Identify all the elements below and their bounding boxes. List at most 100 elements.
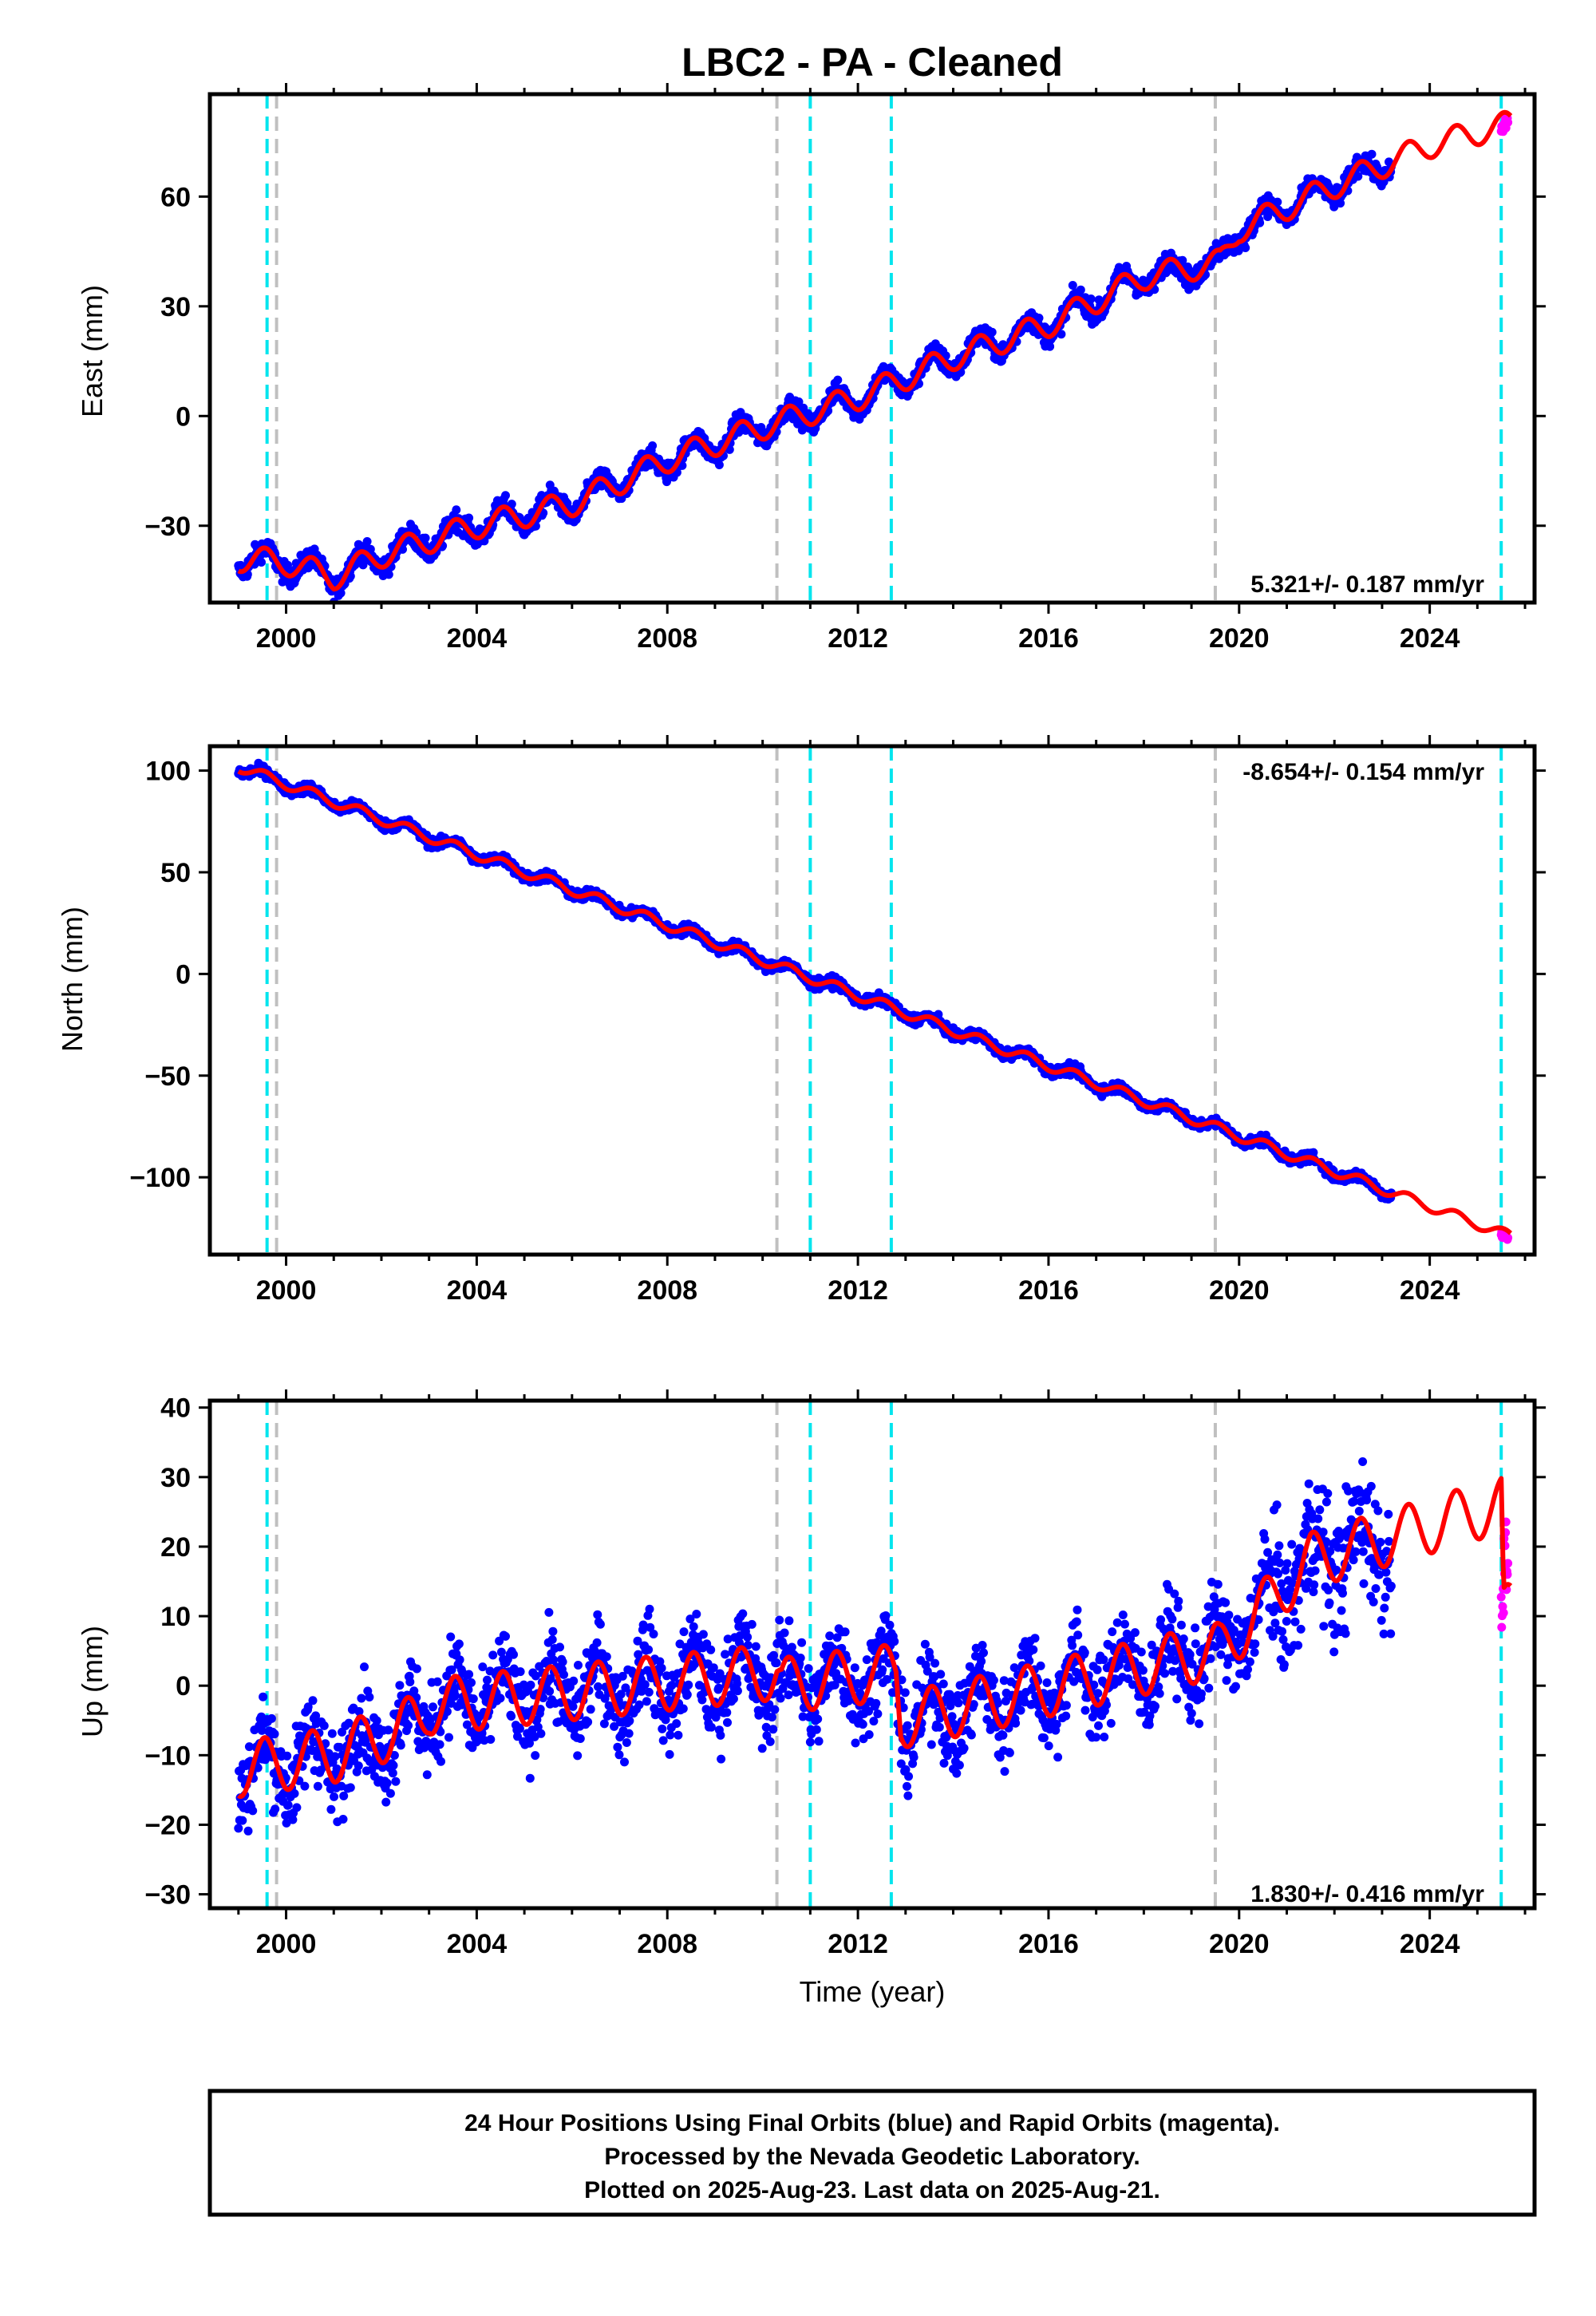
east-final-orbit-point: [725, 445, 734, 454]
up-final-orbit-point: [405, 1678, 415, 1686]
north-x-tick-label: 2024: [1400, 1275, 1460, 1306]
up-final-orbit-point: [259, 1692, 268, 1701]
up-final-orbit-point: [435, 1740, 444, 1749]
up-final-orbit-point: [319, 1721, 329, 1730]
up-final-orbit-point: [292, 1803, 302, 1812]
east-final-orbit-point: [362, 537, 372, 546]
up-final-orbit-point: [613, 1742, 622, 1752]
up-final-orbit-point: [464, 1670, 474, 1679]
north-axis-label: North (mm): [56, 907, 89, 1052]
up-final-orbit-point: [525, 1773, 535, 1783]
east-x-tick-label: 2004: [447, 623, 508, 654]
north-x-tick-label: 2000: [256, 1275, 317, 1306]
up-final-orbit-point: [515, 1724, 524, 1733]
up-final-orbit-point: [614, 1750, 624, 1760]
up-final-orbit-point: [569, 1676, 579, 1686]
up-final-orbit-point: [640, 1680, 650, 1690]
up-final-orbit-point: [594, 1682, 602, 1691]
up-final-orbit-point: [385, 1788, 395, 1798]
up-final-orbit-point: [642, 1697, 651, 1706]
up-final-orbit-point: [509, 1650, 518, 1659]
up-final-orbit-point: [283, 1800, 293, 1810]
up-final-orbit-point: [372, 1716, 381, 1725]
east-x-tick-label: 2008: [637, 623, 697, 654]
east-final-orbit-point: [987, 327, 997, 337]
up-final-orbit-point: [526, 1680, 535, 1690]
up-final-orbit-point: [620, 1757, 629, 1767]
east-rapid-orbit-point: [1503, 117, 1513, 127]
up-final-orbit-point: [326, 1804, 336, 1814]
east-final-orbit-point: [648, 441, 658, 450]
east-model-curve: [237, 109, 1513, 592]
up-final-orbit-point: [644, 1645, 654, 1654]
up-final-orbit-point: [243, 1826, 253, 1836]
up-final-orbit-point: [450, 1690, 460, 1700]
north-x-tick-label: 2016: [1018, 1275, 1079, 1306]
up-final-orbit-point: [644, 1687, 654, 1697]
up-final-orbit-point: [559, 1670, 568, 1679]
up-final-orbit-point: [330, 1792, 338, 1801]
up-final-orbit-point: [488, 1650, 498, 1660]
east-final-orbit-point: [1057, 330, 1066, 339]
up-final-orbit-point: [586, 1705, 595, 1714]
north-x-tick-label: 2012: [828, 1275, 888, 1306]
up-final-orbit-point: [354, 1761, 363, 1771]
up-final-orbit-point: [496, 1694, 505, 1703]
east-data-group: [234, 109, 1513, 603]
north-y-tick-label: 100: [145, 757, 191, 787]
east-final-orbit-point: [757, 423, 766, 432]
up-final-orbit-point: [339, 1791, 349, 1800]
up-final-orbit-point: [583, 1717, 593, 1727]
up-final-orbit-point: [501, 1631, 510, 1641]
east-final-orbit-point: [421, 533, 430, 543]
up-final-orbit-point: [300, 1781, 310, 1791]
up-final-orbit-point: [622, 1738, 631, 1747]
up-final-orbit-point: [483, 1675, 492, 1685]
up-final-orbit-point: [388, 1769, 397, 1778]
up-final-orbit-point: [444, 1733, 453, 1742]
up-final-orbit-point: [602, 1652, 611, 1662]
up-final-orbit-point: [478, 1662, 488, 1672]
east-x-tick-label: 2000: [256, 623, 317, 654]
east-final-orbit-point: [283, 560, 292, 570]
up-final-orbit-point: [486, 1735, 496, 1744]
north-x-tick-label: 2020: [1209, 1275, 1270, 1306]
east-final-orbit-point: [1086, 294, 1096, 303]
east-x-tick-label: 2024: [1400, 623, 1460, 654]
up-final-orbit-point: [346, 1783, 355, 1792]
up-final-orbit-point: [422, 1770, 432, 1780]
up-final-orbit-point: [536, 1729, 546, 1738]
east-final-orbit-point: [1241, 243, 1250, 252]
east-final-orbit-point: [1068, 281, 1077, 290]
up-final-orbit-point: [437, 1757, 445, 1766]
up-final-orbit-point: [357, 1694, 366, 1703]
up-final-orbit-point: [248, 1806, 258, 1816]
up-final-orbit-point: [547, 1635, 557, 1644]
up-final-orbit-point: [455, 1655, 464, 1665]
up-final-orbit-point: [467, 1678, 476, 1687]
up-final-orbit-point: [360, 1662, 369, 1672]
up-final-orbit-point: [327, 1729, 337, 1738]
up-final-orbit-point: [308, 1696, 318, 1705]
north-rapid-orbit-point: [1503, 1233, 1513, 1243]
north-panel: 2000 2004 2008 2012 2016 2020 2024100500−50−10…: [56, 735, 1546, 1306]
north-x-tick-label: 2004: [447, 1275, 508, 1306]
chart-title: LBC2 - PA - Cleaned: [681, 40, 1063, 85]
north-y-tick-label: −50: [144, 1061, 191, 1092]
east-final-orbit-point: [1045, 342, 1055, 351]
up-final-orbit-point: [545, 1686, 555, 1696]
east-final-orbit-point: [464, 513, 474, 523]
east-x-tick-label: 2012: [828, 623, 888, 654]
east-final-orbit-point: [336, 588, 346, 598]
up-final-orbit-point: [666, 1730, 675, 1740]
east-final-orbit-point: [734, 428, 744, 437]
east-y-tick-label: 60: [160, 182, 191, 212]
east-final-orbit-point: [1353, 172, 1363, 181]
north-rate-label: -8.654+/- 0.154 mm/yr: [1242, 759, 1484, 785]
up-final-orbit-point: [282, 1751, 292, 1761]
up-final-orbit-point: [658, 1724, 667, 1733]
east-final-orbit-point: [257, 558, 266, 567]
up-final-orbit-point: [270, 1729, 279, 1739]
